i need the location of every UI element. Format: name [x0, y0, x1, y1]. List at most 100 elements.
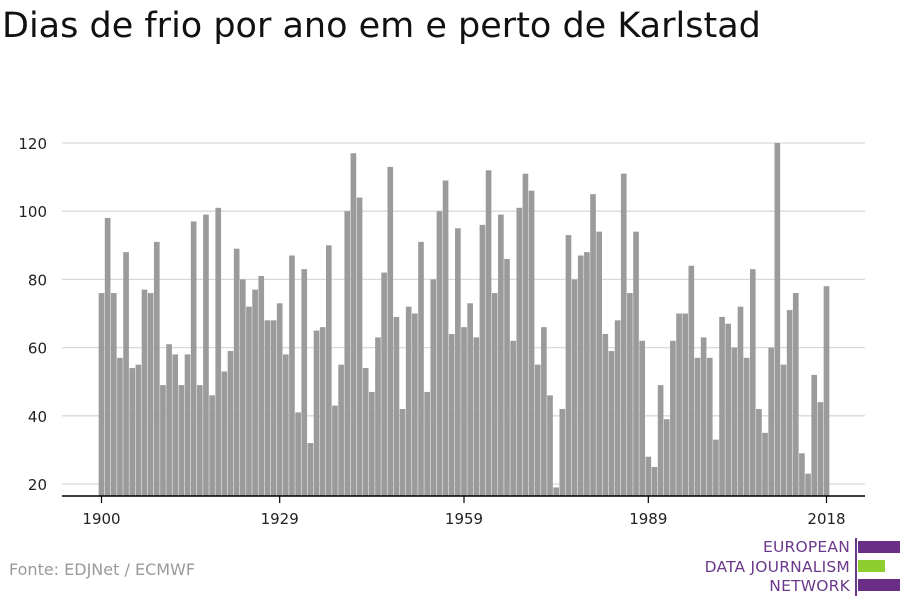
bar	[393, 316, 400, 496]
logo-text: EUROPEAN DATA JOURNALISM NETWORK	[705, 538, 850, 597]
bar	[780, 364, 787, 496]
bar	[326, 245, 332, 496]
bar	[344, 211, 351, 496]
logo-bar-middle	[858, 560, 885, 572]
bar	[264, 320, 271, 496]
bar	[657, 385, 664, 496]
bar	[455, 228, 461, 496]
x-tick-label: 1959	[445, 510, 483, 528]
bar	[676, 313, 682, 496]
bar	[166, 344, 172, 496]
bar	[688, 265, 695, 496]
bar	[123, 252, 129, 496]
bar	[110, 293, 117, 496]
bar	[645, 456, 652, 496]
x-tick-label: 1900	[82, 510, 120, 528]
bar	[584, 252, 590, 496]
bar	[491, 293, 498, 496]
bar	[442, 180, 449, 496]
bar	[282, 354, 289, 496]
bar	[405, 306, 412, 496]
bar	[467, 303, 473, 496]
bar	[362, 368, 369, 496]
bar	[633, 231, 639, 496]
bar	[369, 391, 375, 496]
bar	[792, 293, 799, 496]
bar	[147, 293, 154, 496]
chart-title: Dias de frio por ano em e perto de Karls…	[2, 6, 761, 46]
y-tick-label: 40	[28, 408, 47, 426]
bar	[596, 231, 602, 496]
bar	[559, 408, 566, 496]
bar	[547, 395, 553, 496]
bar	[98, 293, 105, 496]
bar	[160, 385, 166, 496]
bar	[227, 351, 234, 496]
bar	[700, 337, 707, 496]
y-tick-label: 100	[18, 203, 47, 221]
edjnet-logo[interactable]: EUROPEAN DATA JOURNALISM NETWORK	[700, 538, 900, 596]
bar	[350, 153, 357, 497]
logo-bar-top	[858, 541, 900, 553]
bar	[276, 303, 283, 496]
bar	[663, 419, 670, 496]
bar	[375, 337, 381, 496]
bar	[553, 487, 559, 496]
bar	[301, 269, 308, 496]
bar	[203, 214, 209, 497]
bar	[577, 255, 584, 496]
bar	[485, 170, 492, 496]
bar	[614, 320, 621, 496]
bar	[461, 327, 467, 496]
bar	[338, 364, 344, 496]
bar	[811, 374, 818, 496]
bar	[387, 166, 394, 496]
logo-bar-bottom	[858, 579, 900, 591]
bar	[307, 443, 314, 496]
bar	[725, 323, 732, 496]
bar	[233, 248, 240, 496]
bar	[172, 354, 179, 496]
bar	[246, 306, 252, 496]
bar	[768, 347, 775, 496]
bar	[209, 395, 215, 496]
bar	[743, 357, 750, 496]
bar	[694, 357, 701, 496]
bar	[719, 316, 725, 496]
bar	[473, 337, 480, 496]
bar	[479, 224, 486, 496]
bar	[289, 255, 295, 496]
bar	[713, 439, 719, 496]
bar	[418, 241, 424, 496]
bar	[651, 466, 658, 496]
bar	[332, 405, 338, 496]
logo-line-2: DATA JOURNALISM	[704, 557, 850, 576]
bar	[749, 269, 756, 496]
x-axis: 1900 1929 1959 1989 2018	[62, 495, 865, 528]
y-tick-label: 60	[28, 340, 47, 358]
bar	[178, 385, 185, 496]
bar	[104, 218, 111, 496]
bar	[141, 289, 148, 496]
bar	[117, 357, 123, 496]
source-label: Fonte: EDJNet / ECMWF	[9, 560, 196, 579]
bar	[399, 408, 406, 496]
bar	[504, 258, 510, 496]
bar	[682, 313, 689, 496]
bar	[774, 143, 781, 496]
bars	[98, 143, 830, 497]
bar	[258, 275, 265, 496]
y-tick-label: 20	[28, 476, 47, 494]
bar	[448, 333, 455, 496]
logo-divider	[855, 538, 857, 596]
bar	[590, 194, 596, 496]
bar	[313, 330, 320, 496]
logo-line-1: EUROPEAN	[762, 538, 850, 556]
bar	[627, 293, 633, 496]
bar	[135, 364, 142, 496]
y-tick-label: 80	[28, 271, 47, 289]
bar	[221, 371, 228, 496]
bar	[516, 207, 523, 497]
bar	[565, 235, 572, 496]
